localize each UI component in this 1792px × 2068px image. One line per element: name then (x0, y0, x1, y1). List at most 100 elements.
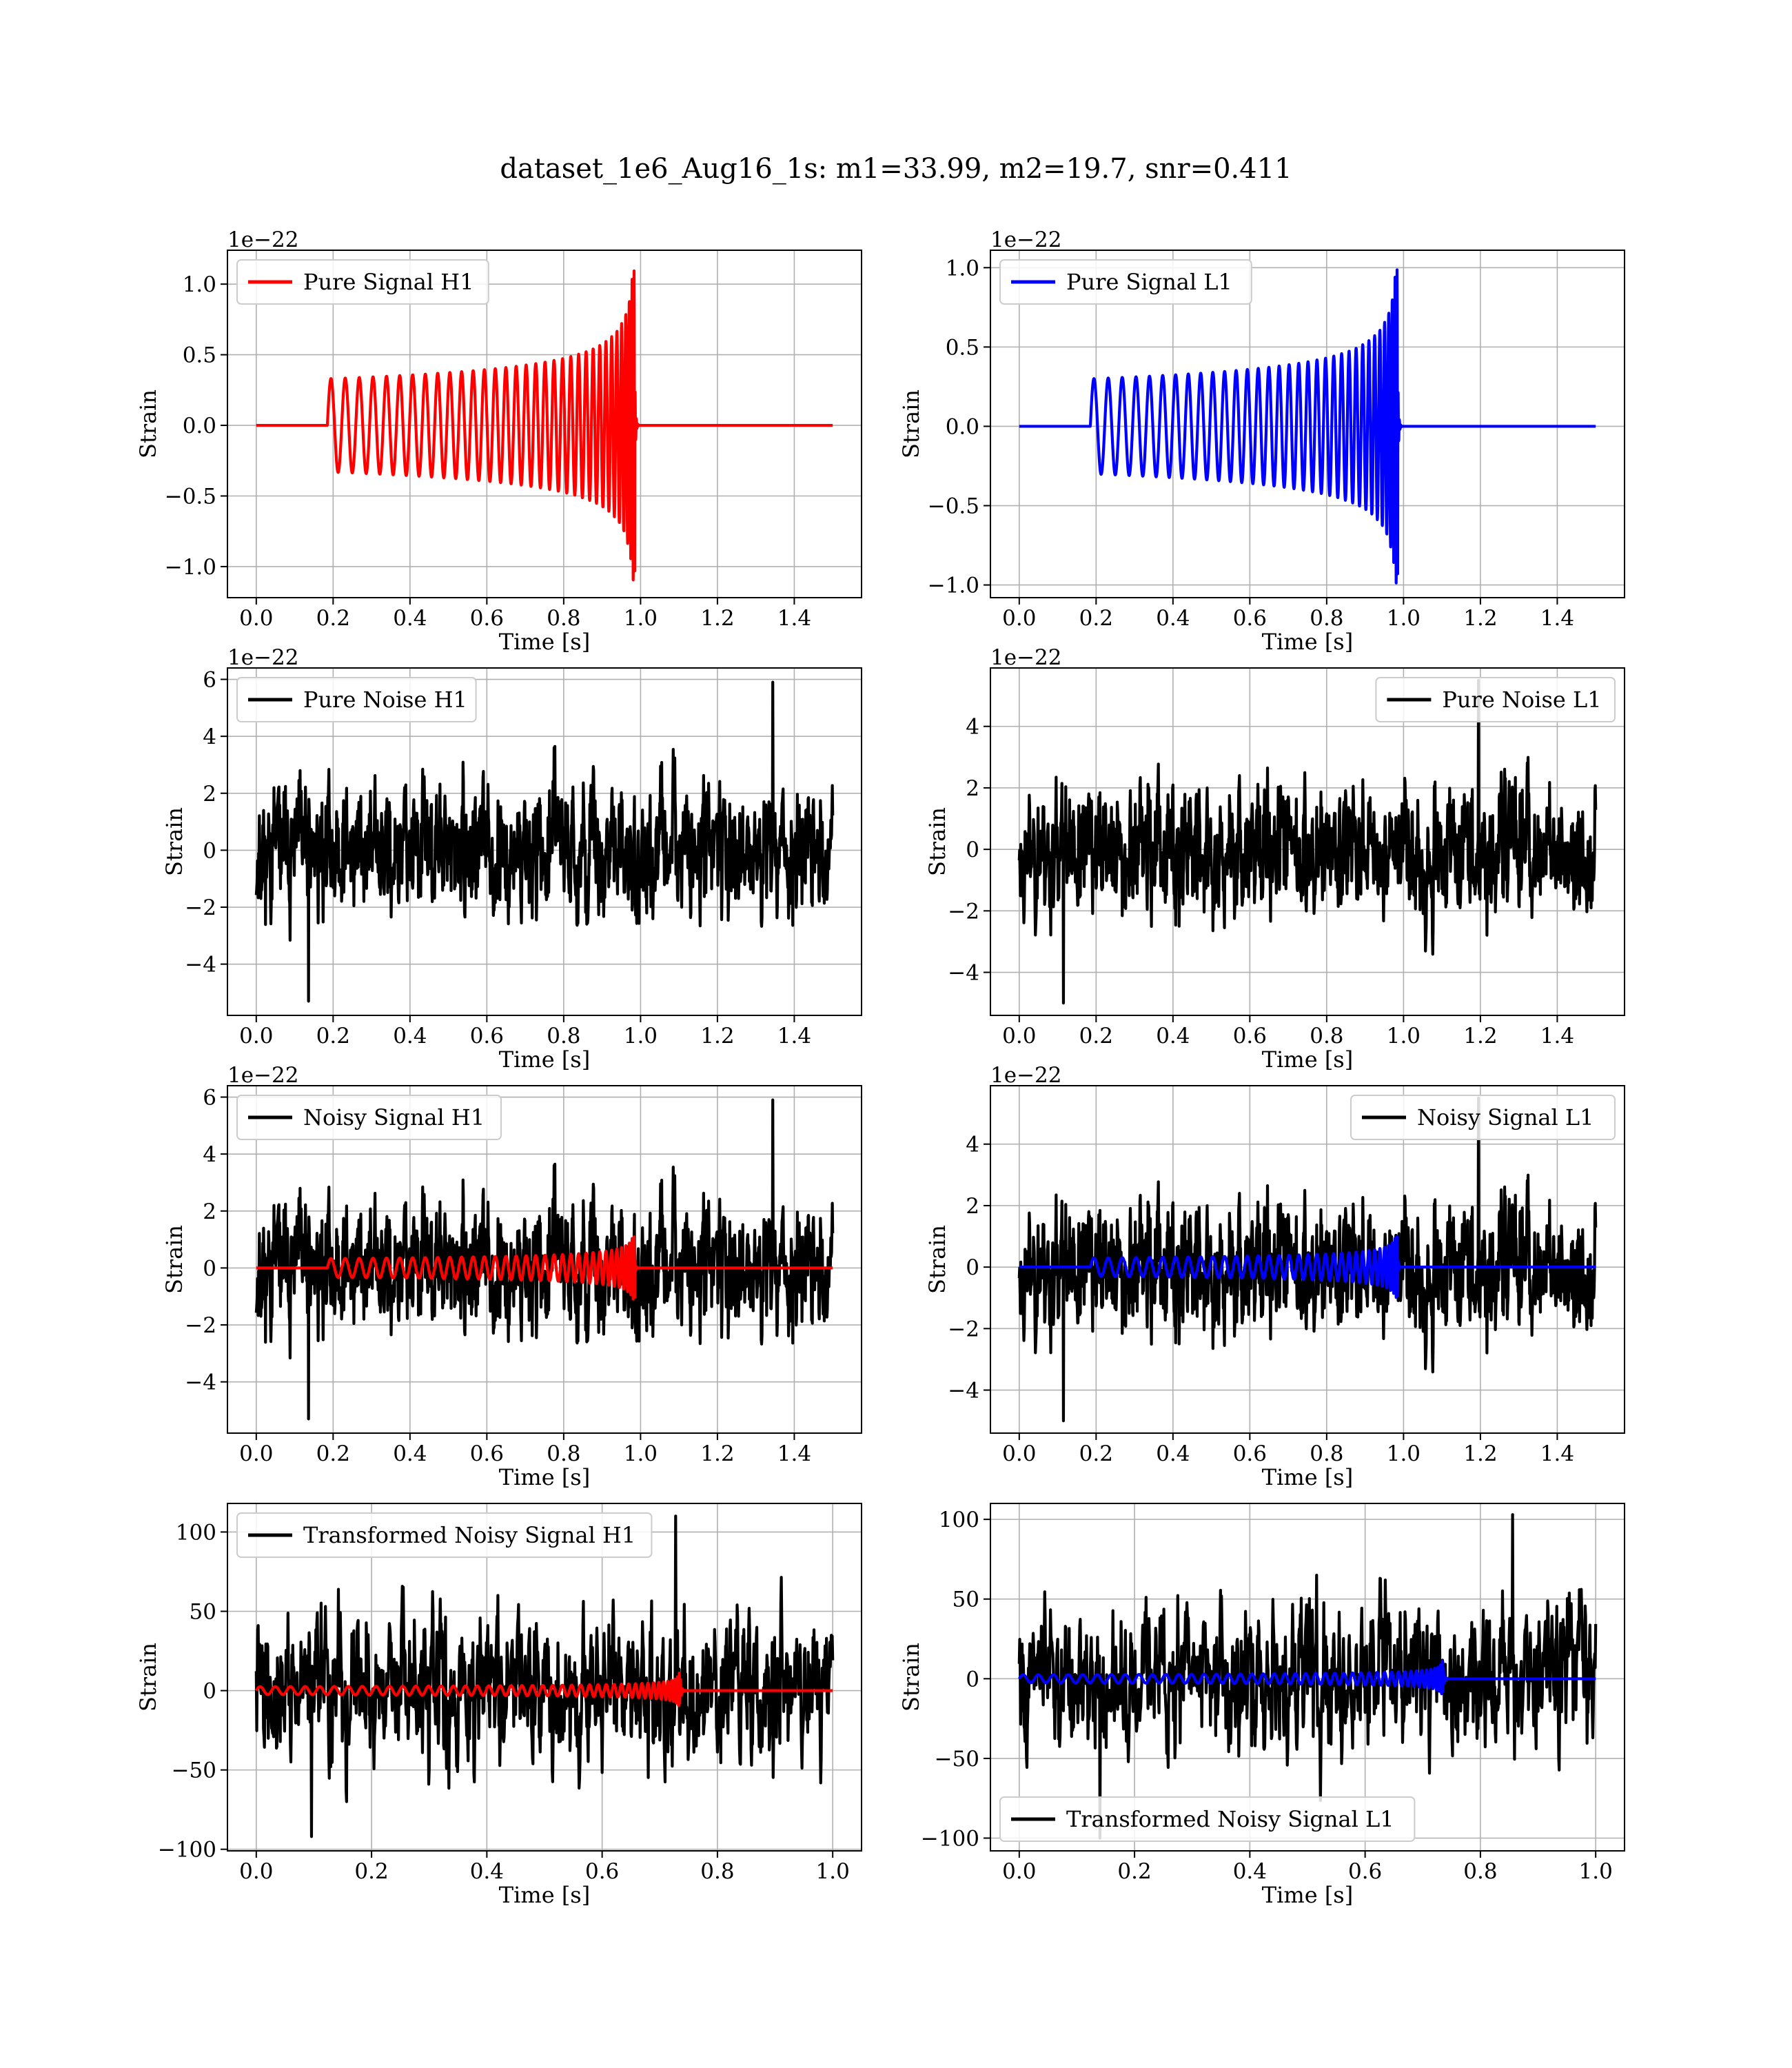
x-tick-label: 1.2 (1463, 606, 1497, 631)
plot-area (1017, 1513, 1598, 1840)
y-offset-label: 1e−22 (227, 227, 299, 252)
x-tick-label: 0.6 (470, 1024, 504, 1048)
y-tick-label: −2 (948, 899, 979, 924)
series-line-noise (254, 680, 835, 1003)
x-tick-label: 0.8 (547, 606, 580, 631)
subplot-pure-signal-l1: 0.0 0.2 0.4 0.6 0.8 1.0 1.2 1.4 −1.0 −0.5 0.0 0.5 1.… (898, 227, 1625, 655)
y-tick-label: 0 (203, 838, 216, 863)
x-tick-label: 0.0 (239, 1024, 273, 1048)
y-offset-label: 1e−22 (990, 1063, 1062, 1088)
x-tick-label: 0.4 (470, 1859, 504, 1884)
legend-box (236, 677, 477, 722)
y-tick-label: −4 (185, 953, 216, 977)
x-tick-label: 0.6 (1233, 606, 1267, 631)
y-tick-label: 4 (203, 1142, 216, 1167)
y-tick-label: 6 (203, 668, 216, 693)
x-tick-label: 0.2 (1079, 1441, 1113, 1466)
x-axis-label: Time [s] (1262, 1464, 1353, 1490)
legend: Noisy Signal H1 (236, 1095, 502, 1140)
legend: Pure Noise L1 (1375, 677, 1616, 722)
x-tick-label: 1.2 (1463, 1024, 1497, 1048)
grid-lines (990, 250, 1625, 598)
y-tick-label: −100 (921, 1827, 979, 1852)
y-axis-label: Strain (898, 389, 924, 458)
axes-frame (990, 667, 1625, 1016)
y-tick-label: 100 (939, 1508, 979, 1532)
y-tick-label: 1.0 (946, 256, 979, 281)
x-tick-label: 1.2 (1463, 1441, 1497, 1466)
x-tick-label: 0.6 (470, 1441, 504, 1466)
legend-box (236, 259, 489, 305)
axes-frame (227, 250, 862, 598)
x-tick-label: 0.4 (1156, 1024, 1190, 1048)
x-tick-label: 0.2 (1079, 1024, 1113, 1048)
y-tick-label: 0 (203, 1256, 216, 1281)
legend-label: Transformed Noisy Signal L1 (1066, 1806, 1394, 1832)
y-tick-label: −0.5 (165, 484, 216, 509)
y-tick-label: 4 (966, 1133, 979, 1157)
x-tick-label: 1.0 (816, 1859, 850, 1884)
legend-label: Noisy Signal H1 (303, 1104, 485, 1131)
y-tick-label: −0.5 (928, 494, 979, 519)
plot-area (1017, 1096, 1598, 1423)
x-axis-label: Time [s] (1262, 1882, 1353, 1908)
subplot-transformed-noisy-signal-h1: 0.0 0.2 0.4 0.6 0.8 1.0 −100 −50 0 50 100 Time [s] S… (135, 1503, 862, 1908)
legend: Pure Noise H1 (236, 677, 477, 722)
x-tick-label: 0.2 (316, 1441, 350, 1466)
x-tick-label: 1.4 (777, 1441, 811, 1466)
x-tick-label: 0.0 (1002, 1024, 1036, 1048)
y-tick-label: 50 (953, 1588, 979, 1612)
y-tick-label: 6 (203, 1086, 216, 1111)
y-tick-label: 2 (203, 1199, 216, 1224)
legend-box (236, 1095, 502, 1140)
plot-area (1018, 268, 1597, 585)
series-line-noise (254, 1514, 835, 1838)
subplot-pure-noise-l1: 0.0 0.2 0.4 0.6 0.8 1.0 1.2 1.4 −4 −2 0 2 4 Time [s] S… (924, 645, 1625, 1073)
x-tick-label: 0.4 (393, 1441, 427, 1466)
x-axis-label: Time [s] (1262, 1046, 1353, 1073)
y-tick-label: −2 (185, 895, 216, 920)
x-tick-label: 0.0 (1002, 1859, 1036, 1884)
x-tick-label: 0.6 (470, 606, 504, 631)
x-tick-label: 0.6 (1348, 1859, 1382, 1884)
y-axis-label: Strain (161, 1225, 187, 1294)
subplot-transformed-noisy-signal-l1: 0.0 0.2 0.4 0.6 0.8 1.0 −100 −50 0 50 100 Time [s] S… (898, 1503, 1625, 1908)
y-tick-label: 4 (203, 724, 216, 749)
x-tick-label: 1.4 (777, 1024, 811, 1048)
x-axis-label: Time [s] (499, 629, 590, 655)
plot-area (254, 680, 835, 1003)
legend-box (999, 1796, 1416, 1842)
axes-frame (990, 1503, 1625, 1852)
x-tick-label: 0.6 (1233, 1441, 1267, 1466)
y-tick-label: 4 (966, 715, 979, 740)
legend: Pure Signal H1 (236, 259, 489, 305)
y-offset-label: 1e−22 (227, 1063, 299, 1088)
y-tick-label: 0 (203, 1679, 216, 1704)
legend-label: Pure Noise H1 (303, 687, 467, 713)
x-tick-label: 0.4 (1233, 1859, 1267, 1884)
axes-frame (990, 1085, 1625, 1434)
y-tick-label: 50 (190, 1599, 216, 1624)
y-tick-label: −4 (185, 1370, 216, 1395)
x-axis-label: Time [s] (499, 1046, 590, 1073)
plot-area (254, 1098, 835, 1421)
axes-frame (990, 250, 1625, 598)
y-tick-label: −4 (948, 1379, 979, 1403)
y-tick-label: 100 (176, 1520, 216, 1545)
x-tick-label: 1.0 (1387, 606, 1421, 631)
x-tick-label: 1.0 (1387, 1441, 1421, 1466)
x-tick-label: 0.0 (239, 606, 273, 631)
y-tick-label: −1.0 (928, 574, 979, 598)
y-tick-label: −50 (172, 1758, 216, 1783)
y-tick-label: −1.0 (165, 555, 216, 580)
x-tick-label: 0.0 (239, 1441, 273, 1466)
legend-label: Pure Signal H1 (303, 269, 474, 295)
x-tick-label: 1.2 (700, 606, 734, 631)
y-axis-label: Strain (135, 389, 161, 458)
x-tick-label: 0.0 (239, 1859, 273, 1884)
y-axis-label: Strain (161, 807, 187, 876)
x-tick-label: 0.2 (316, 1024, 350, 1048)
legend-label: Pure Signal L1 (1066, 269, 1232, 295)
series-line-noise (1017, 1513, 1598, 1840)
